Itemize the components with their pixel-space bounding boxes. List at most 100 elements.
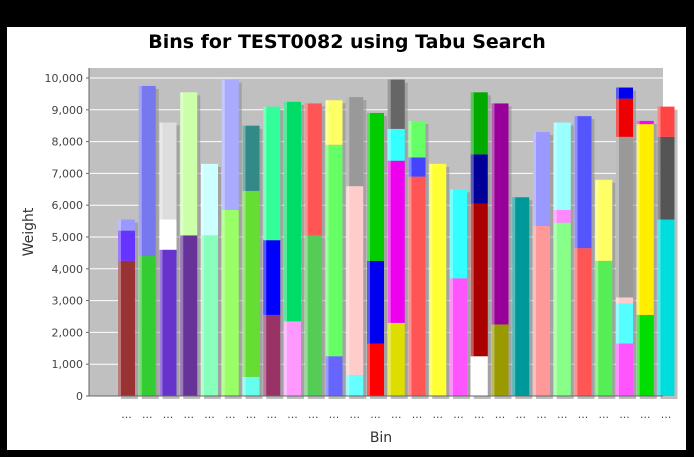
bar-segment-highlight bbox=[367, 343, 370, 396]
y-tick-label: 2,000 bbox=[52, 326, 84, 339]
x-tick-label: ... bbox=[495, 408, 506, 421]
x-tick-label: ... bbox=[204, 408, 215, 421]
x-tick-label: ... bbox=[412, 408, 423, 421]
x-tick-label: ... bbox=[661, 408, 672, 421]
x-tick-label: ... bbox=[391, 408, 402, 421]
x-tick-label: ... bbox=[142, 408, 153, 421]
bin-bar bbox=[180, 92, 201, 399]
bar-segment bbox=[346, 375, 364, 396]
x-tick-label: ... bbox=[433, 408, 444, 421]
x-tick-label: ... bbox=[121, 408, 132, 421]
bar-segment-highlight bbox=[284, 101, 287, 322]
bar-segment bbox=[367, 343, 384, 396]
bar-segment bbox=[284, 101, 301, 322]
y-tick-label: 0 bbox=[76, 390, 83, 403]
x-tick-label: ... bbox=[370, 408, 381, 421]
bin-bar bbox=[304, 103, 325, 399]
bar-segment-highlight bbox=[616, 297, 619, 304]
bar-segment bbox=[553, 209, 571, 223]
bar-segment-highlight bbox=[201, 163, 204, 236]
bar-segment-highlight bbox=[408, 120, 412, 158]
bar-segment-highlight bbox=[325, 356, 329, 396]
bar-segment bbox=[367, 260, 384, 344]
bar-segment-highlight bbox=[346, 375, 350, 396]
chart-title: Bins for TEST0082 using Tabu Search bbox=[148, 31, 546, 53]
x-tick-label: ... bbox=[163, 408, 174, 421]
bin-bar bbox=[325, 100, 346, 399]
bar-segment bbox=[408, 176, 426, 396]
bin-bar bbox=[221, 79, 242, 399]
bar-segment bbox=[470, 154, 488, 204]
bar-segment bbox=[574, 116, 592, 249]
bar-segment bbox=[574, 248, 592, 396]
bar-segment-highlight bbox=[408, 157, 412, 177]
bar-segment-highlight bbox=[553, 122, 557, 210]
bar-segment-highlight bbox=[242, 125, 246, 191]
bar-segment-highlight bbox=[574, 248, 578, 396]
bin-bar bbox=[450, 189, 470, 399]
bar-segment bbox=[616, 297, 633, 304]
x-tick-label: ... bbox=[640, 408, 651, 421]
bar-segment bbox=[657, 219, 675, 396]
bar-segment bbox=[304, 235, 322, 396]
bar-segment bbox=[242, 125, 260, 191]
y-tick-label: 1,000 bbox=[52, 358, 84, 371]
y-tick-label: 4,000 bbox=[52, 263, 84, 276]
bar-segment bbox=[180, 235, 198, 396]
bar-segment-highlight bbox=[263, 240, 267, 315]
bin-bar bbox=[429, 163, 450, 399]
bar-segment-highlight bbox=[325, 144, 329, 357]
bar-segment bbox=[470, 356, 488, 396]
x-tick-label: ... bbox=[225, 408, 236, 421]
x-tick-label: ... bbox=[246, 408, 257, 421]
bin-bar bbox=[387, 79, 408, 399]
bar-segment bbox=[118, 260, 135, 396]
bin-bar bbox=[346, 97, 367, 399]
x-tick-label: ... bbox=[287, 408, 298, 421]
y-tick-label: 5,000 bbox=[52, 231, 84, 244]
bar-segment bbox=[450, 189, 467, 279]
bar-segment bbox=[242, 376, 260, 396]
bar-segment bbox=[616, 98, 633, 137]
bar-segment-highlight bbox=[553, 222, 557, 396]
bar-segment bbox=[387, 128, 405, 161]
bar-segment bbox=[470, 92, 488, 155]
bar-segment-highlight bbox=[616, 136, 619, 298]
bars bbox=[118, 79, 678, 400]
bar-segment-highlight bbox=[180, 235, 184, 396]
bar-segment bbox=[284, 321, 301, 396]
x-tick-label: ... bbox=[619, 408, 630, 421]
bar-segment bbox=[636, 120, 654, 125]
bar-segment-highlight bbox=[159, 122, 163, 220]
bar-segment bbox=[595, 260, 613, 396]
bar-segment-highlight bbox=[574, 116, 578, 249]
bar-segment bbox=[616, 343, 633, 396]
bar-segment bbox=[387, 79, 405, 129]
bar-segment bbox=[201, 163, 218, 236]
bar-segment bbox=[325, 144, 343, 357]
bin-bar bbox=[408, 120, 429, 400]
bar-segment bbox=[636, 314, 654, 396]
bin-bar bbox=[533, 132, 553, 399]
bar-segment-highlight bbox=[553, 209, 557, 223]
bin-bar bbox=[159, 122, 180, 400]
bar-segment bbox=[346, 186, 364, 376]
bar-segment bbox=[387, 160, 405, 323]
bar-segment bbox=[325, 100, 343, 145]
bar-segment-highlight bbox=[387, 160, 391, 323]
bar-segment-highlight bbox=[636, 124, 640, 315]
bar-segment bbox=[657, 136, 675, 220]
bar-segment bbox=[242, 190, 260, 377]
bar-segment bbox=[221, 209, 239, 396]
x-tick-label: ... bbox=[184, 408, 195, 421]
y-axis-ticks: 0 1,000 2,000 3,000 4,000 5,000 6,000 7,000 8,00… bbox=[45, 72, 89, 403]
bin-bar bbox=[512, 197, 533, 399]
y-tick-label: 7,000 bbox=[52, 167, 84, 180]
bar-segment bbox=[408, 120, 426, 158]
bar-segment-highlight bbox=[470, 203, 474, 357]
y-tick-label: 6,000 bbox=[52, 199, 84, 212]
bin-bar bbox=[367, 112, 387, 399]
bar-segment-highlight bbox=[470, 92, 474, 155]
bar-segment-highlight bbox=[346, 97, 350, 187]
